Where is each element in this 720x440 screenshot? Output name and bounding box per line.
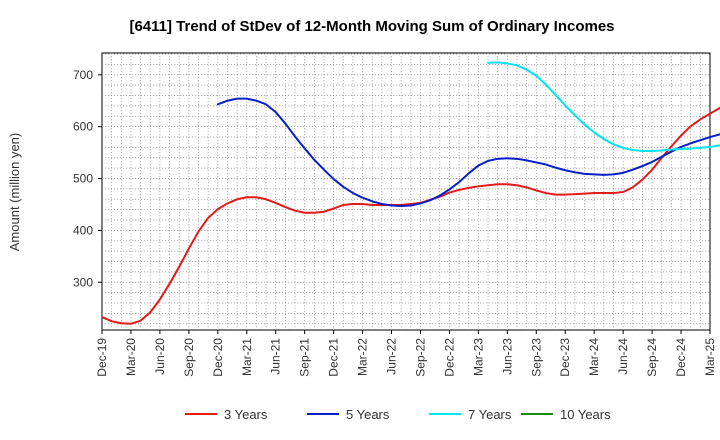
y-tick-label: 500 (73, 172, 93, 186)
x-tick-label: Mar-23 (471, 338, 485, 376)
x-tick-label: Mar-24 (587, 338, 601, 376)
x-tick-label: Jun-22 (385, 338, 399, 375)
legend-label-7-years: 7 Years (468, 407, 512, 422)
x-axis: Dec-19 Mar-20 Jun-20 Sep-20 Dec-20 Mar-21 Jun-… (95, 330, 717, 377)
x-tick-label: Sep-24 (645, 338, 659, 377)
y-tick-label: 300 (73, 275, 93, 289)
x-tick-label: Dec-21 (327, 338, 341, 377)
series-line-5-years (216, 97, 720, 208)
legend-label-3-years: 3 Years (224, 407, 268, 422)
x-tick-label: Dec-20 (211, 338, 225, 377)
x-tick-label: Dec-19 (95, 338, 109, 377)
y-axis-label: Amount (million yen) (7, 133, 22, 252)
x-tick-label: Sep-20 (182, 338, 196, 377)
y-tick-label: 600 (73, 120, 93, 134)
series-line-7-years (487, 61, 720, 153)
x-tick-label: Mar-25 (703, 338, 717, 376)
x-tick-label: Mar-20 (124, 338, 138, 376)
plot-area (101, 52, 711, 331)
y-axis: 300 400 500 600 700 (73, 68, 102, 289)
chart-title: [6411] Trend of StDev of 12-Month Moving… (129, 18, 614, 35)
y-tick-label: 400 (73, 223, 93, 237)
legend-label-5-years: 5 Years (346, 407, 390, 422)
x-tick-label: Jun-21 (269, 338, 283, 375)
x-tick-label: Jun-20 (153, 338, 167, 375)
x-tick-label: Sep-23 (529, 338, 543, 377)
x-tick-label: Dec-22 (442, 338, 456, 377)
x-tick-label: Mar-21 (240, 338, 254, 376)
x-tick-label: Dec-23 (558, 338, 572, 377)
legend-label-10-years: 10 Years (560, 407, 611, 422)
y-tick-label: 700 (73, 68, 93, 82)
x-tick-label: Sep-21 (298, 338, 312, 377)
x-tick-label: Jun-23 (500, 338, 514, 375)
x-tick-label: Jun-24 (616, 338, 630, 375)
x-tick-label: Dec-24 (674, 338, 688, 377)
series-lines (101, 61, 720, 325)
x-tick-label: Sep-22 (413, 338, 427, 377)
x-tick-label: Mar-22 (356, 338, 370, 376)
legend: 3 Years 5 Years 7 Years 10 Years (185, 407, 611, 422)
